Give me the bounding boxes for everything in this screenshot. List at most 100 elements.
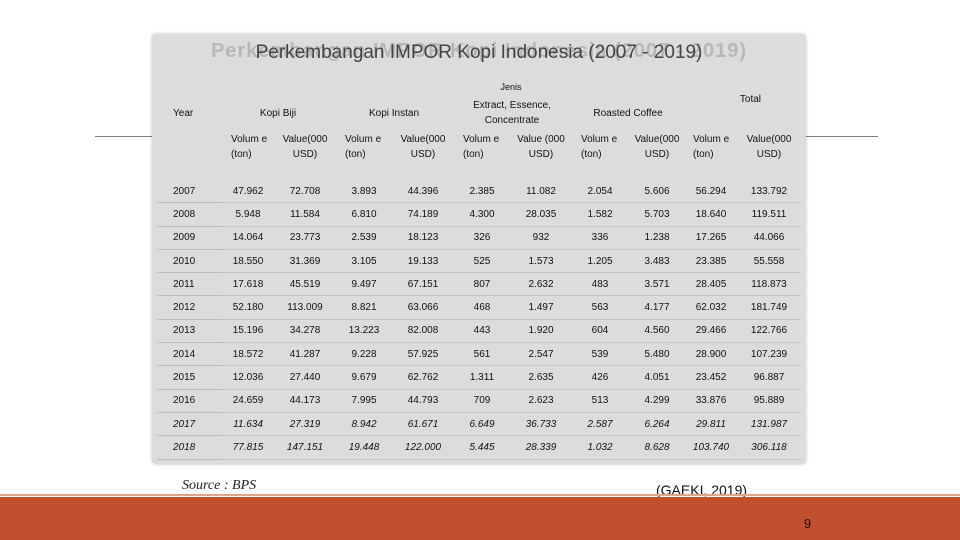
page-title: Perkembangan IMPOR Kopi Indonesia (2007 … (255, 42, 703, 63)
value-cell: 17.618 (221, 272, 275, 297)
value-cell: 15.196 (221, 319, 275, 344)
group-header: Extract, Essence, Concentrate (473, 100, 551, 126)
year-cell: 2009 (157, 226, 221, 250)
value-cell: 932 (511, 226, 571, 250)
title-ghost: Perkembangan IMPOR Kopi Indonesia (2007 … (210, 40, 748, 62)
value-cell: 31.369 (275, 249, 335, 274)
value-cell: 2.385 (453, 180, 511, 204)
value-cell: 1.582 (571, 202, 629, 227)
source-note: Source : BPS (182, 478, 257, 493)
value-cell: 44.396 (393, 180, 453, 204)
subheader: Value(000 USD) (282, 134, 328, 160)
value-cell: 9.228 (335, 342, 393, 367)
value-cell: 19.448 (335, 435, 393, 460)
table-row: 2014 18.572 41.287 9.228 57.925 561 2.547 539 5.… (157, 342, 802, 367)
value-cell: 709 (453, 389, 511, 413)
table-row: 2012 52.180 113.009 8.821 63.066 468 1.497 563 4… (157, 295, 802, 320)
value-cell: 426 (571, 365, 629, 390)
value-cell: 2.632 (511, 272, 571, 297)
value-cell: 525 (453, 249, 511, 274)
table-body: 2007 47.962 72.708 3.893 44.396 2.385 11.082 2.… (157, 180, 802, 464)
value-cell: 9.497 (335, 272, 393, 297)
year-cell: 2014 (157, 342, 221, 367)
value-cell: 7.995 (335, 389, 393, 413)
value-cell: 306.118 (737, 435, 802, 460)
subheader: Value(000 USD) (634, 134, 680, 160)
decor-line-left (95, 136, 152, 137)
footer-accent-line (0, 494, 960, 496)
value-cell: 18.572 (221, 342, 275, 367)
subheader: Volum e (ton) (581, 134, 618, 160)
value-cell: 18.550 (221, 249, 275, 274)
value-cell: 23.452 (685, 365, 737, 390)
value-cell: 55.558 (737, 249, 802, 274)
value-cell: 1.497 (511, 295, 571, 320)
value-cell: 4.177 (629, 295, 685, 320)
value-cell: 513 (571, 389, 629, 413)
value-cell: 44.173 (275, 389, 335, 413)
value-cell: 13.223 (335, 319, 393, 344)
value-cell: 561 (453, 342, 511, 367)
value-cell: 107.239 (737, 342, 802, 367)
value-cell: 52.180 (221, 295, 275, 320)
value-cell: 23.466 (221, 459, 275, 464)
value-cell: 2.539 (335, 226, 393, 250)
value-cell: 77.815 (221, 435, 275, 460)
value-cell: 3.105 (335, 249, 393, 274)
value-cell: 5.948 (221, 202, 275, 227)
year-header: Year (173, 107, 194, 119)
year-cell: 2018 (157, 435, 221, 460)
value-cell: 37.862 (685, 459, 737, 464)
value-cell: 82.008 (393, 319, 453, 344)
value-cell: 6.649 (453, 412, 511, 437)
value-cell: 6.264 (629, 412, 685, 437)
value-cell: 6.810 (335, 202, 393, 227)
value-cell: 27.319 (275, 412, 335, 437)
value-cell: 539 (571, 342, 629, 367)
value-cell: 45.519 (275, 272, 335, 297)
value-cell: 74.189 (393, 202, 453, 227)
value-cell: 96.887 (737, 365, 802, 390)
jenis-header: Jenis (500, 82, 522, 92)
table-row: 2008 5.948 11.584 6.810 74.189 4.300 28.035 1.5… (157, 202, 802, 227)
value-cell: 63.066 (393, 295, 453, 320)
value-cell: 41.287 (275, 342, 335, 367)
value-cell: 18.123 (393, 226, 453, 250)
value-cell: 29.811 (685, 412, 737, 437)
value-cell: 28.339 (511, 435, 571, 460)
value-cell: 17.265 (685, 226, 737, 250)
value-cell: 11.634 (221, 412, 275, 437)
value-cell: 2.547 (511, 342, 571, 367)
footer-bar (0, 497, 960, 540)
table-row: 2017 11.634 27.319 8.942 61.671 6.649 36.733 2.… (157, 412, 802, 437)
table-row: 2015 12.036 27.440 9.679 62.762 1.311 2.635 426… (157, 365, 802, 390)
value-cell: 28.035 (511, 202, 571, 227)
value-cell: 119.511 (737, 202, 802, 227)
year-cell: 2011 (157, 272, 221, 297)
value-cell: 12.036 (221, 365, 275, 390)
value-cell: 5.445 (453, 435, 511, 460)
value-cell: 122.766 (737, 319, 802, 344)
value-cell: 3.571 (629, 272, 685, 297)
year-cell: 2012 (157, 295, 221, 320)
value-cell: 5.480 (629, 342, 685, 367)
subheader: Volum e (ton) (693, 134, 730, 160)
table-row: 2018 77.815 147.151 19.448 122.000 5.445 28.33… (157, 435, 802, 460)
value-cell: 2.054 (571, 180, 629, 204)
table-row: 2009 14.064 23.773 2.539 18.123 326 932 336 1.23… (157, 226, 802, 250)
subheader: Value (000 USD) (517, 134, 565, 160)
value-cell: 14.064 (221, 226, 275, 250)
year-cell: 2007 (157, 180, 221, 204)
table-row: 2016 24.659 44.173 7.995 44.793 709 2.623 513 4.… (157, 389, 802, 413)
year-cell: 2010 (157, 249, 221, 274)
value-cell: 11.082 (511, 180, 571, 204)
value-cell: 122.000 (393, 435, 453, 460)
value-cell: 1.920 (511, 319, 571, 344)
total-header: Total (739, 94, 762, 105)
value-cell: 69.583 (393, 459, 453, 464)
value-cell: 5.606 (629, 180, 685, 204)
subheader: Value(000 USD) (400, 134, 446, 160)
value-cell: 103.740 (685, 435, 737, 460)
value-cell: 3.606 (511, 459, 571, 464)
value-cell: 57.925 (393, 342, 453, 367)
